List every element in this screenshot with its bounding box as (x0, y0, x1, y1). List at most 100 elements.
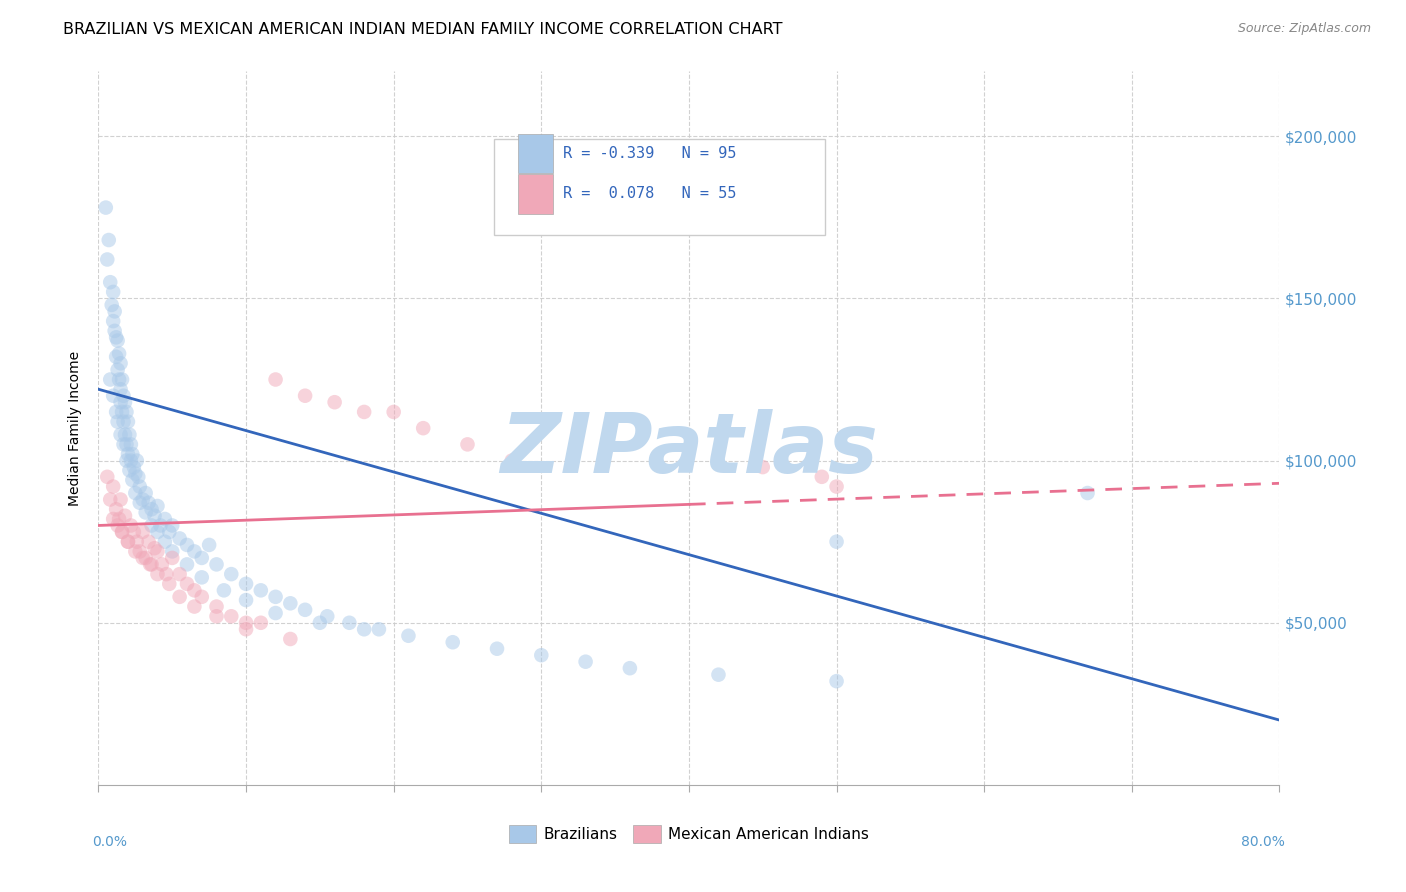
Text: 0.0%: 0.0% (93, 835, 128, 849)
Point (105, 350, 128, 364)
Point (825, 674, 848, 689)
Point (221, 609, 243, 624)
Point (235, 622, 257, 636)
Point (117, 534, 139, 549)
Point (128, 544, 150, 558)
Point (398, 629, 420, 643)
Point (110, 492, 132, 507)
Point (294, 389, 316, 403)
Point (124, 486, 146, 500)
Point (132, 550, 155, 565)
Point (103, 479, 125, 493)
Point (353, 622, 375, 636)
FancyBboxPatch shape (494, 139, 825, 235)
Point (235, 593, 257, 607)
Point (96, 252, 118, 267)
Point (153, 512, 176, 526)
Point (368, 622, 391, 636)
Point (205, 558, 228, 572)
Point (105, 330, 128, 344)
Point (316, 609, 339, 624)
Point (122, 460, 145, 475)
Point (121, 447, 143, 461)
Point (264, 590, 287, 604)
Point (108, 512, 131, 526)
Point (191, 590, 214, 604)
Point (501, 453, 523, 467)
Point (162, 544, 183, 558)
FancyBboxPatch shape (517, 134, 553, 173)
Point (146, 544, 169, 558)
Point (132, 492, 155, 507)
Point (141, 518, 163, 533)
Point (124, 467, 146, 481)
Point (112, 415, 135, 429)
Point (191, 570, 214, 584)
Point (124, 544, 146, 558)
Point (117, 534, 139, 549)
Point (120, 437, 142, 451)
Point (121, 473, 143, 487)
Point (441, 635, 464, 649)
Point (128, 496, 150, 510)
Y-axis label: Median Family Income: Median Family Income (69, 351, 83, 506)
Point (825, 479, 848, 493)
Point (575, 655, 598, 669)
Point (139, 558, 162, 572)
Point (339, 615, 361, 630)
Point (169, 590, 191, 604)
Point (138, 534, 160, 549)
Point (105, 405, 128, 419)
Point (111, 372, 134, 386)
Point (114, 508, 136, 523)
Point (457, 437, 479, 451)
Point (176, 577, 198, 591)
Point (150, 558, 173, 572)
Point (111, 405, 134, 419)
Text: BRAZILIAN VS MEXICAN AMERICAN INDIAN MEDIAN FAMILY INCOME CORRELATION CHART: BRAZILIAN VS MEXICAN AMERICAN INDIAN MED… (63, 22, 783, 37)
Point (280, 632, 302, 646)
Point (98, 275, 121, 289)
Point (98, 492, 121, 507)
Point (103, 389, 125, 403)
Point (486, 641, 509, 656)
Point (98, 372, 121, 386)
Point (108, 372, 131, 386)
Point (183, 544, 205, 558)
Point (135, 486, 157, 500)
Point (118, 463, 141, 477)
Point (120, 453, 142, 467)
Legend: Brazilians, Mexican American Indians: Brazilians, Mexican American Indians (502, 819, 876, 848)
Point (103, 314, 125, 328)
Text: R =  0.078   N = 55: R = 0.078 N = 55 (562, 186, 735, 202)
Point (110, 356, 132, 370)
Point (825, 534, 848, 549)
Point (135, 550, 157, 565)
Point (191, 550, 214, 565)
Point (412, 421, 434, 435)
Point (110, 427, 132, 442)
Point (112, 437, 135, 451)
Point (112, 389, 135, 403)
Point (104, 304, 127, 318)
Point (135, 506, 157, 520)
Point (250, 583, 273, 598)
Point (111, 524, 134, 539)
Point (264, 606, 287, 620)
Point (111, 524, 134, 539)
Point (114, 395, 136, 409)
Point (707, 667, 730, 681)
Point (107, 363, 129, 377)
Point (153, 534, 176, 549)
Point (294, 603, 316, 617)
Point (107, 334, 129, 348)
Point (212, 583, 235, 598)
Point (183, 599, 205, 614)
Point (110, 395, 132, 409)
Point (280, 596, 302, 610)
Point (205, 599, 228, 614)
Text: ZIPatlas: ZIPatlas (501, 409, 877, 490)
Point (122, 524, 145, 539)
Point (107, 518, 129, 533)
Point (115, 405, 138, 419)
